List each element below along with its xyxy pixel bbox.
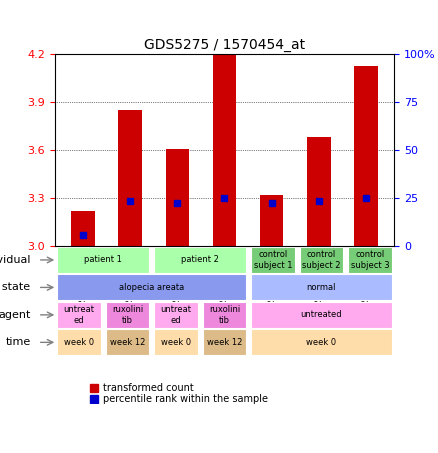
FancyBboxPatch shape [57,302,101,328]
FancyBboxPatch shape [154,247,246,273]
FancyBboxPatch shape [57,247,149,273]
FancyBboxPatch shape [300,247,343,273]
Bar [166,149,189,246]
Text: week 12: week 12 [207,338,242,347]
FancyBboxPatch shape [57,275,246,300]
Text: ruxolini
tib: ruxolini tib [209,305,240,325]
Text: week 0: week 0 [161,338,191,347]
Text: week 12: week 12 [110,338,145,347]
Text: patient 1: patient 1 [84,255,122,265]
Text: untreated: untreated [300,310,342,319]
FancyBboxPatch shape [251,302,392,328]
FancyBboxPatch shape [251,275,392,300]
Title: GDS5275 / 1570454_at: GDS5275 / 1570454_at [144,38,305,52]
Text: control
subject 2: control subject 2 [302,250,341,270]
Text: normal: normal [307,283,336,292]
Bar [213,54,236,246]
Text: untreat
ed: untreat ed [64,305,95,325]
Text: individual: individual [0,255,31,265]
FancyBboxPatch shape [106,329,149,355]
Text: control
subject 3: control subject 3 [351,250,389,270]
Text: agent: agent [0,310,31,320]
Text: ruxolini
tib: ruxolini tib [112,305,143,325]
Text: disease state: disease state [0,282,31,292]
FancyBboxPatch shape [348,247,392,273]
Text: control
subject 1: control subject 1 [254,250,292,270]
FancyBboxPatch shape [154,329,198,355]
FancyBboxPatch shape [251,329,392,355]
Text: time: time [5,337,31,347]
Bar [354,66,378,246]
Bar [71,211,95,246]
FancyBboxPatch shape [154,302,198,328]
Text: patient 2: patient 2 [181,255,219,265]
Bar [118,111,142,246]
FancyBboxPatch shape [203,302,246,328]
Text: week 0: week 0 [64,338,94,347]
Text: week 0: week 0 [307,338,336,347]
Bar [307,138,331,246]
FancyBboxPatch shape [251,247,295,273]
FancyBboxPatch shape [203,329,246,355]
FancyBboxPatch shape [106,302,149,328]
FancyBboxPatch shape [57,329,101,355]
Bar [260,195,283,246]
Text: transformed count: transformed count [103,383,194,393]
Text: alopecia areata: alopecia areata [119,283,184,292]
Text: percentile rank within the sample: percentile rank within the sample [103,394,268,404]
Text: untreat
ed: untreat ed [160,305,191,325]
